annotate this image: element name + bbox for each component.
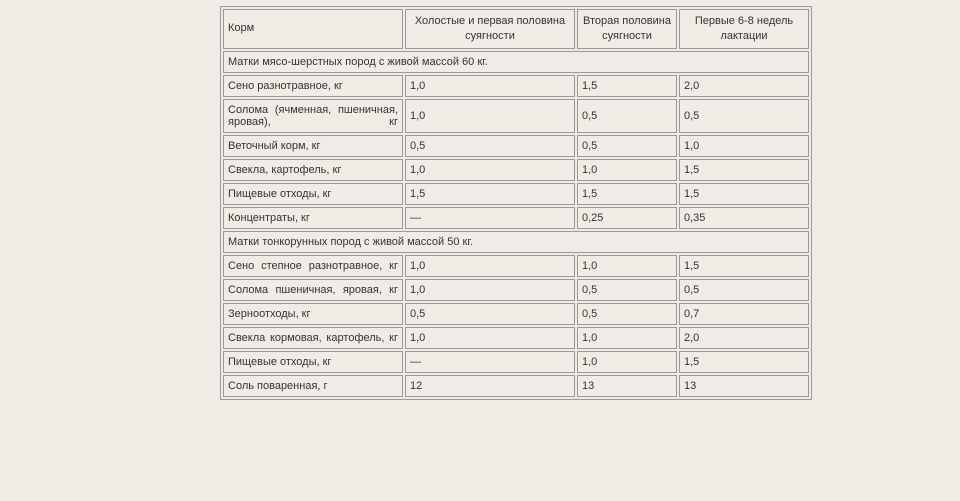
- cell-value: 0,5: [679, 279, 809, 301]
- cell-value: 1,0: [577, 255, 677, 277]
- cell-value: 0,5: [405, 303, 575, 325]
- cell-value: —: [405, 207, 575, 229]
- col-header-period-2: Вторая половина суягности: [577, 9, 677, 49]
- table-row: Свекла кормовая, картофель, кг1,01,02,0: [223, 327, 809, 349]
- cell-value: 1,5: [577, 183, 677, 205]
- col-header-period-2-label: Вторая половина суягности: [582, 14, 672, 44]
- cell-feed: Пищевые отходы, кг: [223, 351, 403, 373]
- cell-value: 1,5: [679, 159, 809, 181]
- cell-value: 1,0: [405, 255, 575, 277]
- table-row: Солома (ячменная, пшеничная, яровая), кг…: [223, 99, 809, 133]
- cell-feed: Сено разнотравное, кг: [223, 75, 403, 97]
- cell-value: 2,0: [679, 327, 809, 349]
- table-row: Концентраты, кг—0,250,35: [223, 207, 809, 229]
- table-row: Сено степное разнотравное, кг1,01,01,5: [223, 255, 809, 277]
- cell-value: 0,5: [577, 99, 677, 133]
- table-row: Соль поваренная, г121313: [223, 375, 809, 397]
- cell-value: 2,0: [679, 75, 809, 97]
- cell-value: 1,5: [405, 183, 575, 205]
- cell-value: 12: [405, 375, 575, 397]
- cell-value: 1,5: [679, 183, 809, 205]
- cell-value: 1,0: [577, 159, 677, 181]
- cell-feed: Свекла кормовая, картофель, кг: [223, 327, 403, 349]
- col-header-period-1-label: Холостые и первая половина суягности: [410, 14, 570, 44]
- feed-table: Корм Холостые и первая половина суягност…: [221, 7, 811, 399]
- cell-value: 0,5: [679, 99, 809, 133]
- cell-value: 1,5: [577, 75, 677, 97]
- cell-value: 1,5: [679, 255, 809, 277]
- table-head: Корм Холостые и первая половина суягност…: [223, 9, 809, 49]
- cell-value: 1,0: [679, 135, 809, 157]
- cell-feed: Сено степное разнотравное, кг: [223, 255, 403, 277]
- table-row: Пищевые отходы, кг—1,01,5: [223, 351, 809, 373]
- col-header-period-3: Первые 6-8 недель лактации: [679, 9, 809, 49]
- cell-value: 0,25: [577, 207, 677, 229]
- cell-feed: Свекла, картофель, кг: [223, 159, 403, 181]
- cell-value: 1,0: [577, 351, 677, 373]
- cell-value: 1,0: [577, 327, 677, 349]
- cell-feed: Веточный корм, кг: [223, 135, 403, 157]
- table-row: Свекла, картофель, кг1,01,01,5: [223, 159, 809, 181]
- table-body: Матки мясо-шерстных пород с живой массой…: [223, 51, 809, 397]
- col-header-period-3-label: Первые 6-8 недель лактации: [684, 14, 804, 44]
- cell-feed: Соль поваренная, г: [223, 375, 403, 397]
- section-title: Матки тонкорунных пород с живой массой 5…: [223, 231, 809, 253]
- cell-value: 13: [577, 375, 677, 397]
- cell-feed: Солома (ячменная, пшеничная, яровая), кг: [223, 99, 403, 133]
- cell-value: 1,5: [679, 351, 809, 373]
- section-title: Матки мясо-шерстных пород с живой массой…: [223, 51, 809, 73]
- cell-value: 1,0: [405, 327, 575, 349]
- cell-value: 0,5: [577, 279, 677, 301]
- cell-feed: Пищевые отходы, кг: [223, 183, 403, 205]
- cell-value: 0,5: [405, 135, 575, 157]
- table-row: Сено разнотравное, кг1,01,52,0: [223, 75, 809, 97]
- section-row: Матки тонкорунных пород с живой массой 5…: [223, 231, 809, 253]
- cell-value: —: [405, 351, 575, 373]
- cell-value: 0,5: [577, 303, 677, 325]
- cell-feed: Солома пшеничная, яровая, кг: [223, 279, 403, 301]
- cell-value: 1,0: [405, 279, 575, 301]
- col-header-feed-label: Корм: [228, 21, 398, 36]
- cell-value: 0,7: [679, 303, 809, 325]
- cell-feed: Зерноотходы, кг: [223, 303, 403, 325]
- col-header-period-1: Холостые и первая половина суягности: [405, 9, 575, 49]
- cell-value: 0,5: [577, 135, 677, 157]
- cell-value: 1,0: [405, 75, 575, 97]
- col-header-feed: Корм: [223, 9, 403, 49]
- section-row: Матки мясо-шерстных пород с живой массой…: [223, 51, 809, 73]
- cell-value: 1,0: [405, 99, 575, 133]
- cell-value: 0,35: [679, 207, 809, 229]
- cell-value: 1,0: [405, 159, 575, 181]
- table-row: Веточный корм, кг0,50,51,0: [223, 135, 809, 157]
- feed-table-outer: Корм Холостые и первая половина суягност…: [220, 6, 812, 400]
- cell-value: 13: [679, 375, 809, 397]
- table-row: Солома пшеничная, яровая, кг1,00,50,5: [223, 279, 809, 301]
- cell-feed: Концентраты, кг: [223, 207, 403, 229]
- table-row: Зерноотходы, кг0,50,50,7: [223, 303, 809, 325]
- table-row: Пищевые отходы, кг1,51,51,5: [223, 183, 809, 205]
